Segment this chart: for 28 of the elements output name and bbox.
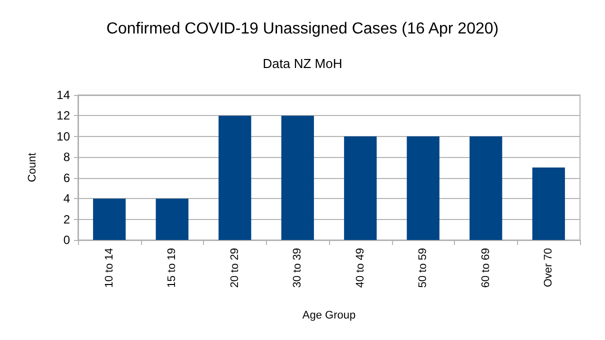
x-tick-label: Over 70 xyxy=(542,248,555,288)
x-tick-label: 40 to 49 xyxy=(354,248,366,288)
x-tick-label: 60 to 69 xyxy=(480,248,492,288)
y-tick-label: 8 xyxy=(63,150,70,164)
x-tick-label: 50 to 59 xyxy=(417,248,430,288)
y-tick-label: 10 xyxy=(56,129,70,144)
y-tick-label: 14 xyxy=(56,88,70,102)
x-tick-label: 30 to 39 xyxy=(292,248,304,288)
x-tick-label: 15 to 19 xyxy=(166,248,178,288)
x-tick-label: 10 to 14 xyxy=(103,248,116,288)
bar xyxy=(470,136,502,240)
bar xyxy=(93,198,126,240)
bar xyxy=(406,136,440,240)
y-tick-label: 2 xyxy=(63,212,70,226)
x-tick-label: 20 to 29 xyxy=(228,248,241,288)
chart-subtitle: Data NZ MoH xyxy=(262,56,342,71)
y-tick-label: 4 xyxy=(63,192,70,206)
bar xyxy=(156,198,188,240)
chart-title: Confirmed COVID-19 Unassigned Cases (16 Apr 2020) xyxy=(106,20,499,38)
y-tick-label: 6 xyxy=(63,170,70,185)
x-axis-title: Age Group xyxy=(302,310,356,322)
bar xyxy=(344,136,377,240)
bar xyxy=(218,116,252,240)
y-tick-label: 12 xyxy=(56,108,70,123)
y-axis-title: Count xyxy=(26,152,38,182)
bar xyxy=(532,168,565,240)
y-tick-label: 0 xyxy=(63,233,70,247)
bar xyxy=(281,116,314,240)
